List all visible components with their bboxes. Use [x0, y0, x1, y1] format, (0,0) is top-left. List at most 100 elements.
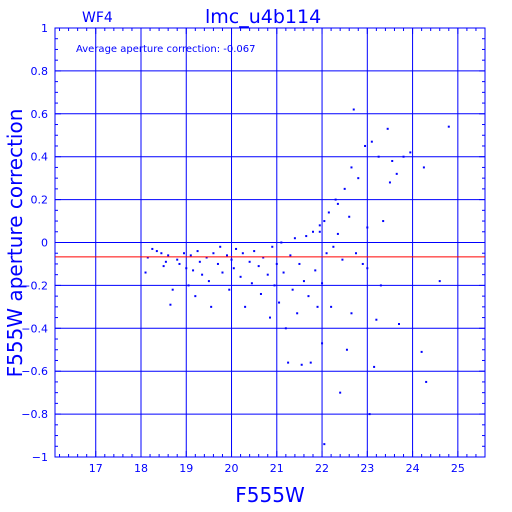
data-point — [205, 256, 208, 259]
y-tick-label: 1 — [41, 22, 48, 35]
data-point — [232, 267, 235, 270]
data-point — [330, 305, 333, 308]
data-point — [350, 166, 353, 169]
data-point — [171, 288, 174, 291]
data-point — [253, 250, 256, 253]
data-point — [336, 232, 339, 235]
data-point — [343, 187, 346, 190]
data-point — [409, 151, 412, 154]
x-tick-label: 25 — [451, 462, 465, 475]
y-tick-label: 0 — [41, 237, 48, 250]
x-tick-label: 17 — [89, 462, 103, 475]
y-tick-label: 0.2 — [31, 194, 49, 207]
data-point — [210, 305, 213, 308]
data-point — [305, 235, 308, 238]
data-point — [280, 241, 283, 244]
data-point — [447, 125, 450, 128]
x-tick-label: 20 — [225, 462, 239, 475]
x-tick-label: 22 — [315, 462, 329, 475]
data-point — [187, 284, 190, 287]
data-point — [420, 350, 423, 353]
data-point — [318, 230, 321, 233]
data-point — [151, 247, 154, 250]
data-point — [262, 256, 265, 259]
data-point — [289, 254, 292, 257]
data-point — [230, 258, 233, 261]
y-tick-label: −1 — [32, 451, 48, 464]
data-point — [169, 303, 172, 306]
x-tick-label: 18 — [134, 462, 148, 475]
data-point — [198, 260, 201, 263]
data-point — [284, 327, 287, 330]
data-point — [398, 323, 400, 326]
data-point — [361, 262, 364, 265]
data-point — [402, 155, 405, 158]
data-point — [438, 280, 441, 283]
data-point — [395, 172, 398, 175]
data-point — [271, 245, 274, 248]
data-point — [146, 256, 149, 259]
data-point — [352, 108, 355, 111]
data-point — [368, 413, 371, 416]
data-point — [185, 267, 188, 270]
data-point — [160, 252, 163, 255]
data-point — [241, 252, 244, 255]
data-point — [216, 262, 219, 265]
chart-title: lmc_u4b114 — [205, 6, 321, 28]
data-point — [259, 292, 262, 295]
data-point — [357, 177, 360, 180]
data-point — [355, 252, 357, 255]
x-tick-label: 24 — [406, 462, 420, 475]
data-point — [391, 159, 394, 162]
data-point — [425, 380, 428, 383]
data-point — [162, 265, 165, 268]
data-point — [323, 220, 326, 223]
data-point — [178, 262, 181, 265]
data-point — [228, 288, 231, 291]
data-point — [307, 295, 310, 298]
data-point — [269, 316, 271, 319]
data-point — [422, 166, 425, 169]
y-tick-label: −0.6 — [21, 365, 48, 378]
data-point — [291, 288, 294, 291]
data-point — [386, 127, 389, 130]
data-point — [302, 280, 305, 283]
data-point — [278, 301, 281, 304]
data-point — [248, 260, 251, 263]
data-point — [244, 305, 247, 308]
data-point — [375, 318, 378, 321]
data-point — [250, 282, 253, 285]
data-point — [312, 230, 314, 233]
data-point — [388, 181, 391, 184]
data-point — [235, 247, 238, 250]
data-point — [296, 312, 299, 315]
data-point — [325, 252, 328, 255]
data-point — [257, 265, 260, 268]
data-point — [345, 348, 348, 351]
data-point — [300, 363, 303, 366]
data-point — [309, 361, 312, 364]
data-point — [196, 250, 199, 253]
data-point — [194, 295, 197, 298]
data-point — [323, 443, 326, 446]
data-point — [164, 260, 167, 263]
data-point — [364, 144, 367, 147]
data-point — [287, 361, 290, 364]
data-point — [273, 284, 276, 287]
data-point — [350, 312, 353, 315]
data-point — [298, 262, 301, 265]
x-axis-label: F555W — [235, 483, 305, 507]
data-point — [379, 284, 382, 287]
data-point — [207, 280, 210, 283]
data-point — [314, 269, 317, 272]
data-point — [370, 140, 373, 143]
data-point — [336, 202, 339, 205]
y-tick-label: 0.8 — [31, 65, 49, 78]
data-point — [282, 271, 285, 274]
data-point — [266, 273, 269, 276]
data-point — [334, 198, 337, 201]
data-point — [321, 282, 324, 285]
x-tick-label: 23 — [360, 462, 374, 475]
data-point — [366, 267, 369, 270]
